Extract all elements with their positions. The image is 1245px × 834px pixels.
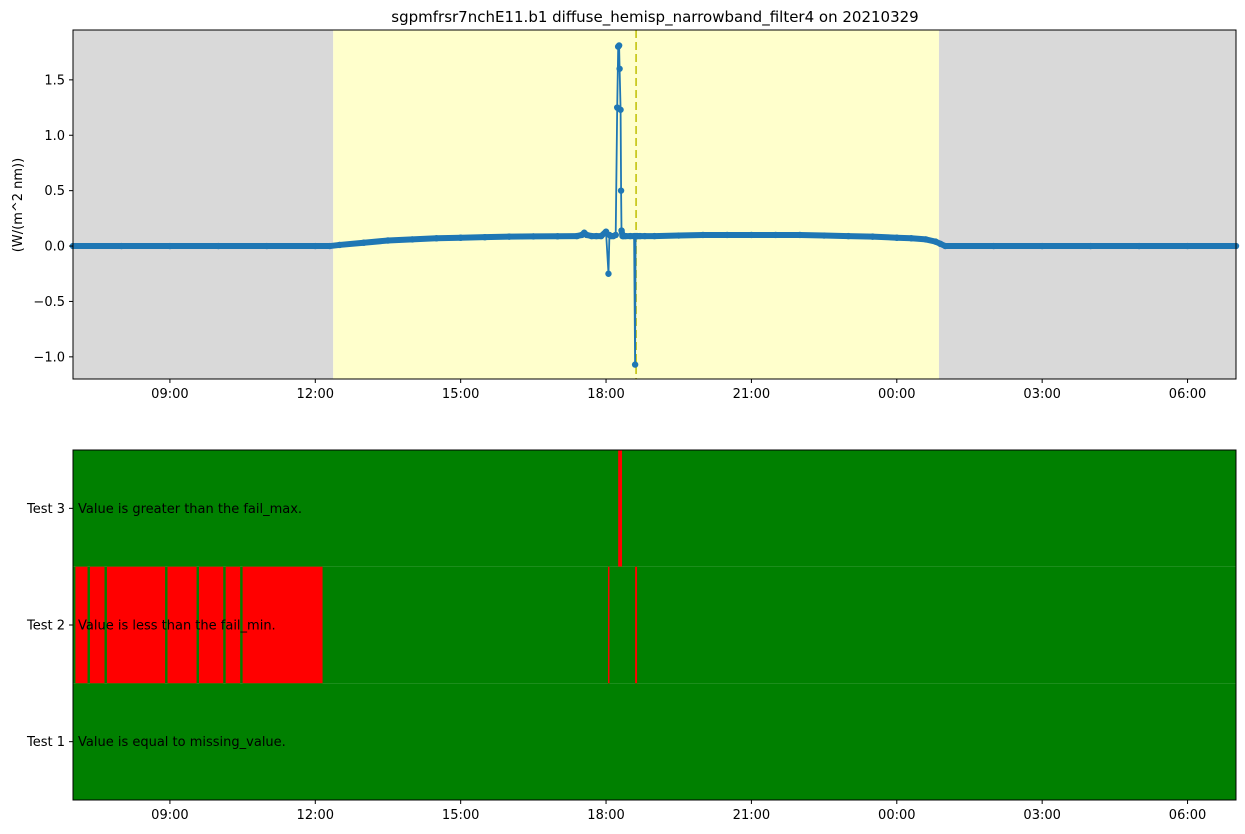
data-point (616, 65, 623, 72)
qc-x-tick-label: 18:00 (587, 808, 624, 823)
dense-points-segment (409, 235, 440, 243)
qc-x-tick-label: 03:00 (1023, 808, 1060, 823)
x-tick-label: 12:00 (297, 387, 334, 402)
data-point (631, 361, 639, 368)
qc-fail-interval (167, 566, 197, 684)
qc-fail-interval (198, 566, 224, 684)
dense-points-segment (869, 233, 900, 241)
qc-x-tick-label: 00:00 (878, 808, 915, 823)
dense-points-segment (457, 234, 488, 241)
qc-row-name: Test 2 (26, 619, 65, 634)
x-tick-label: 03:00 (1023, 387, 1060, 402)
qc-x-axis-ticks: 09:00 12:00 15:00 18:00 21:00 00:00 03:00 06:00 (151, 800, 1206, 823)
dense-points-segment (615, 42, 623, 50)
y-tick-label: 1.5 (44, 73, 65, 88)
qc-x-tick-label: 06:00 (1169, 808, 1206, 823)
y-tick-label: 1.0 (44, 129, 65, 144)
dense-points-segment (384, 236, 416, 244)
x-axis-ticks: 09:00 12:00 15:00 18:00 21:00 00:00 03:00 06:00 (151, 379, 1206, 402)
y-axis-ticks: 1.5 1.0 0.5 0.0 −0.5 −1.0 (33, 73, 73, 365)
dense-points-segment (336, 239, 367, 248)
dense-points-segment (675, 231, 706, 239)
dense-points-segment (598, 228, 610, 240)
qc-fail-interval (89, 566, 105, 684)
x-tick-label: 15:00 (442, 387, 479, 402)
qc-row-description: Value is greater than the fail_max. (78, 502, 302, 517)
qc-fail-interval (607, 566, 610, 684)
qc-row-description: Value is less than the fail_min. (78, 619, 276, 634)
qc-row-name: Test 3 (26, 502, 65, 517)
y-tick-label: −0.5 (33, 295, 65, 310)
qc-row-pass (73, 683, 1236, 800)
qc-row-pass (73, 450, 1236, 567)
y-tick-label: 0.0 (44, 240, 65, 255)
x-tick-label: 06:00 (1169, 387, 1206, 402)
data-point (605, 270, 612, 277)
qc-x-tick-label: 15:00 (442, 808, 479, 823)
y-tick-label: 0.5 (44, 184, 65, 199)
x-tick-label: 18:00 (587, 387, 624, 402)
y-tick-label: −1.0 (33, 350, 65, 365)
qc-fail-interval (242, 566, 323, 684)
qc-fail-interval (618, 450, 623, 567)
data-point (617, 106, 624, 113)
qc-row-name: Test 1 (26, 735, 65, 750)
x-tick-label: 21:00 (733, 387, 770, 402)
dense-points-segment (845, 233, 876, 240)
x-tick-label: 09:00 (151, 387, 188, 402)
qc-fail-interval (75, 566, 88, 684)
qc-x-tick-label: 21:00 (733, 808, 770, 823)
dense-points-segment (481, 233, 513, 241)
x-tick-label: 00:00 (878, 387, 915, 402)
dense-points-segment (651, 232, 682, 240)
y-axis-label: (W/(m^2 nm)) (11, 158, 26, 252)
data-series (69, 42, 1240, 368)
top-plot-frame (72, 29, 1237, 380)
dense-points-segment (360, 237, 391, 246)
shaded-regions (73, 30, 1236, 379)
dense-points-segment (796, 231, 828, 239)
qc-fail-interval (225, 566, 241, 684)
data-point (617, 187, 625, 194)
dense-points-segment (821, 232, 852, 240)
qc-fail-interval (106, 566, 166, 684)
chart-title: sgpmfrsr7nchE11.b1 diffuse_hemisp_narrow… (391, 8, 918, 27)
qc-x-tick-label: 09:00 (151, 808, 188, 823)
shaded-region-2 (938, 30, 1236, 379)
shaded-region-0 (73, 30, 334, 379)
qc-fail-interval (635, 566, 638, 684)
dense-points-segment (433, 234, 464, 242)
qc-flag-rows (73, 450, 1236, 800)
dense-points-segment (610, 231, 619, 240)
qc-test-labels: Test 3 Value is greater than the fail_max… (26, 502, 302, 750)
qc-row-description: Value is equal to missing_value. (78, 735, 286, 750)
qc-x-tick-label: 12:00 (297, 808, 334, 823)
